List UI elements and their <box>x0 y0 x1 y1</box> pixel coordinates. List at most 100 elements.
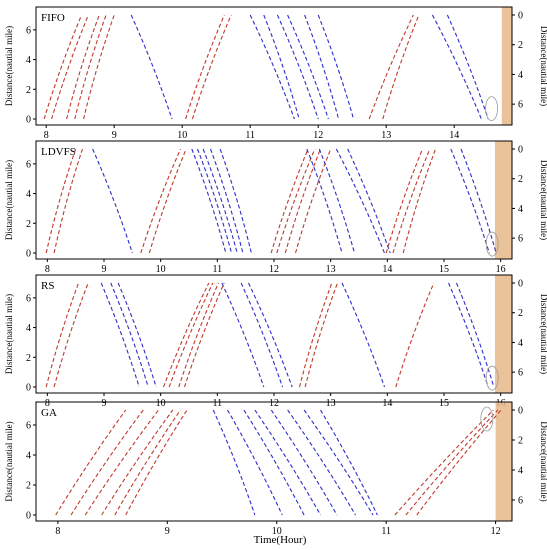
x-tick-label: 11 <box>213 398 223 409</box>
red-trajectory <box>84 409 159 516</box>
blue-trajectory <box>304 14 340 120</box>
red-trajectory <box>70 409 144 516</box>
x-tick-label: 8 <box>45 398 50 409</box>
x-tick-label: 13 <box>326 398 336 409</box>
deadline-band <box>501 7 512 125</box>
red-trajectory <box>43 14 83 120</box>
x-tick-label: 14 <box>449 130 459 141</box>
x-tick-label: 9 <box>165 526 170 537</box>
y-tick-label-left: 4 <box>26 323 31 334</box>
blue-trajectory <box>196 148 233 254</box>
blue-trajectory <box>446 14 489 120</box>
red-trajectory <box>101 409 174 516</box>
red-trajectory <box>284 148 321 254</box>
y-tick-label-right: 2 <box>518 40 523 51</box>
x-tick-label: 13 <box>381 130 391 141</box>
y-tick-label-left: 6 <box>26 159 31 170</box>
x-tick-label: 10 <box>156 398 166 409</box>
right-axis-label: Distance(nautial mile) <box>539 160 547 240</box>
red-trajectory <box>405 409 499 516</box>
blue-trajectory <box>248 282 293 388</box>
red-trajectory <box>45 148 77 254</box>
x-tick-label: 9 <box>102 264 107 275</box>
x-tick-label: 12 <box>269 398 279 409</box>
right-axis-label: Distance(nautial mile) <box>539 26 547 106</box>
deadline-band <box>495 402 512 521</box>
red-trajectory <box>66 14 100 120</box>
red-trajectory <box>114 409 181 516</box>
deadline-band <box>495 275 512 393</box>
red-trajectory <box>382 14 420 120</box>
y-tick-label-right: 6 <box>518 368 523 379</box>
panel-title: LDVFS <box>41 146 76 158</box>
panel-title: FIFO <box>41 12 65 24</box>
y-tick-label-left: 4 <box>26 189 31 200</box>
y-tick-label-right: 4 <box>518 70 523 81</box>
blue-trajectory <box>130 14 173 120</box>
y-tick-label-right: 0 <box>518 11 523 22</box>
red-trajectory <box>53 282 89 388</box>
blue-trajectory <box>347 148 391 254</box>
red-trajectory <box>191 14 232 120</box>
blue-trajectory <box>92 148 133 254</box>
red-trajectory <box>385 148 423 254</box>
y-tick-label-right: 0 <box>518 145 523 156</box>
x-tick-label: 8 <box>44 130 49 141</box>
left-axis-label: Distance(nautial mile) <box>4 160 14 240</box>
red-trajectory <box>295 148 332 254</box>
blue-trajectory <box>227 409 283 516</box>
x-tick-label: 16 <box>496 264 506 275</box>
deadline-band <box>495 141 512 259</box>
red-trajectory <box>368 14 414 120</box>
blue-trajectory <box>431 14 482 120</box>
red-trajectory <box>162 282 210 388</box>
red-trajectory <box>304 282 338 388</box>
x-tick-label: 8 <box>45 264 50 275</box>
blue-trajectory <box>287 409 356 516</box>
red-trajectory <box>392 148 431 254</box>
panel-title: GA <box>41 407 57 419</box>
red-trajectory <box>125 409 188 516</box>
y-tick-label-left: 6 <box>26 293 31 304</box>
red-trajectory <box>185 14 225 120</box>
red-trajectory <box>148 148 187 254</box>
x-tick-label: 8 <box>55 526 60 537</box>
red-trajectory <box>402 148 437 254</box>
panel-2: RS Distance(nautial mile) Distance(nautial… <box>4 274 547 409</box>
red-trajectory <box>178 282 219 388</box>
blue-trajectory <box>249 14 295 120</box>
y-tick-label-right: 6 <box>518 100 523 111</box>
x-tick-label: 10 <box>156 264 166 275</box>
plot-frame <box>35 140 513 260</box>
y-tick-label-left: 2 <box>26 481 31 492</box>
highlight-ellipse <box>485 231 499 257</box>
blue-trajectory <box>448 282 489 388</box>
red-trajectory <box>83 14 115 120</box>
panels: FIFO Distance(nautial mile) Distance(nauti… <box>4 6 547 537</box>
x-tick-label: 10 <box>272 526 282 537</box>
panel-3: GA Distance(nautial mile) Distance(nautial… <box>4 401 547 537</box>
x-tick-label: 10 <box>177 130 187 141</box>
blue-trajectory <box>243 409 305 516</box>
blue-trajectory <box>191 148 227 254</box>
red-trajectory <box>53 148 83 254</box>
y-tick-label-left: 0 <box>26 115 31 126</box>
right-axis-label: Distance(nautial mile) <box>539 294 547 374</box>
y-tick-label-right: 4 <box>518 204 523 215</box>
y-tick-label-right: 6 <box>518 496 523 507</box>
blue-trajectory <box>100 282 140 388</box>
red-trajectory <box>276 148 316 254</box>
y-tick-label-right: 0 <box>518 406 523 417</box>
y-tick-label-right: 6 <box>518 234 523 245</box>
y-tick-label-right: 4 <box>518 466 523 477</box>
plot-frame <box>35 401 513 522</box>
x-tick-label: 11 <box>213 264 223 275</box>
x-tick-label: 12 <box>491 526 501 537</box>
y-tick-label-right: 2 <box>518 308 523 319</box>
y-tick-label-left: 6 <box>26 421 31 432</box>
red-trajectory <box>270 148 309 254</box>
blue-trajectory <box>270 409 338 516</box>
x-tick-label: 11 <box>245 130 255 141</box>
x-tick-label: 12 <box>313 130 323 141</box>
y-tick-label-right: 0 <box>518 279 523 290</box>
